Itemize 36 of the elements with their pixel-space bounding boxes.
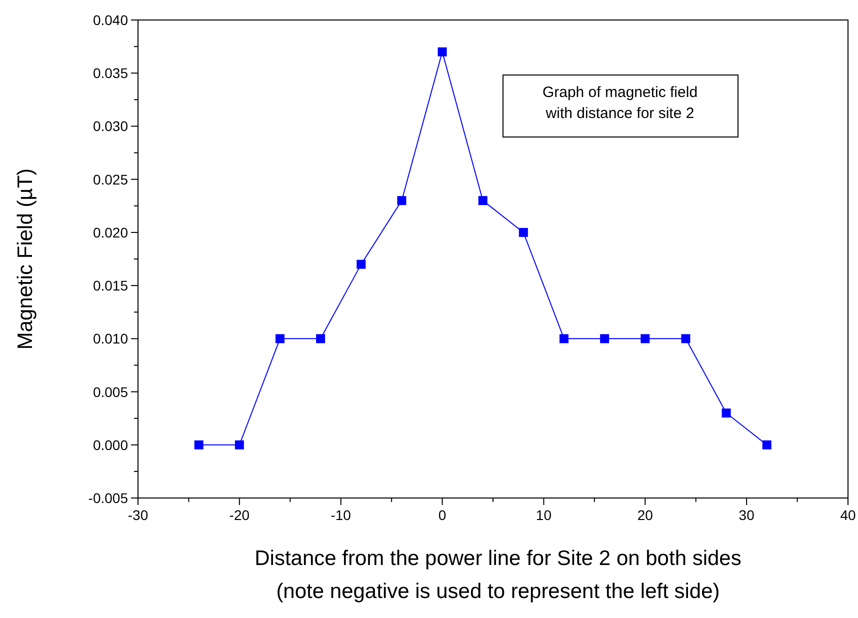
point <box>397 196 406 206</box>
point <box>518 228 528 237</box>
y-tick-label: 0.040 <box>92 12 128 28</box>
annotation: Graph of magnetic field with distance for site 2 <box>542 84 698 122</box>
x-tick-label: -10 <box>330 507 352 523</box>
point <box>762 440 772 450</box>
point <box>438 47 447 56</box>
y-tick-label: 0.020 <box>92 224 128 240</box>
y-tick-label: 0.005 <box>92 384 128 400</box>
y-tick-label: 0.030 <box>92 118 128 134</box>
x-tick-label: -30 <box>128 507 148 523</box>
point <box>560 334 568 344</box>
point <box>316 334 326 344</box>
point <box>276 334 284 344</box>
y-tick-label: 0.025 <box>92 171 128 188</box>
y-tick-label: 0.010 <box>92 330 128 347</box>
x-tick-label: 0 <box>438 507 446 523</box>
x-tick-label: 10 <box>536 507 552 523</box>
point <box>600 334 610 344</box>
x-tick-label: 30 <box>738 507 755 523</box>
x-tick-label: -20 <box>229 507 250 523</box>
point <box>640 334 650 344</box>
y-tick-label: 0.000 <box>92 436 128 453</box>
point <box>194 440 204 450</box>
point <box>356 260 366 269</box>
y-tick-label: 0.035 <box>92 65 128 82</box>
point <box>478 196 488 206</box>
y-tick-label: 0.015 <box>92 278 128 294</box>
point <box>722 408 731 418</box>
point <box>681 334 690 344</box>
point <box>234 440 244 450</box>
x-tick-label: 40 <box>840 507 856 523</box>
x-axis-title: Distance from the power line for Site 2 on both sides (note negative is used to represent the left side) <box>254 547 742 603</box>
y-tick-label: -0.005 <box>88 490 128 506</box>
x-tick-label: 20 <box>637 507 654 523</box>
y-axis-title: Magnetic Field (µT) <box>14 168 37 350</box>
